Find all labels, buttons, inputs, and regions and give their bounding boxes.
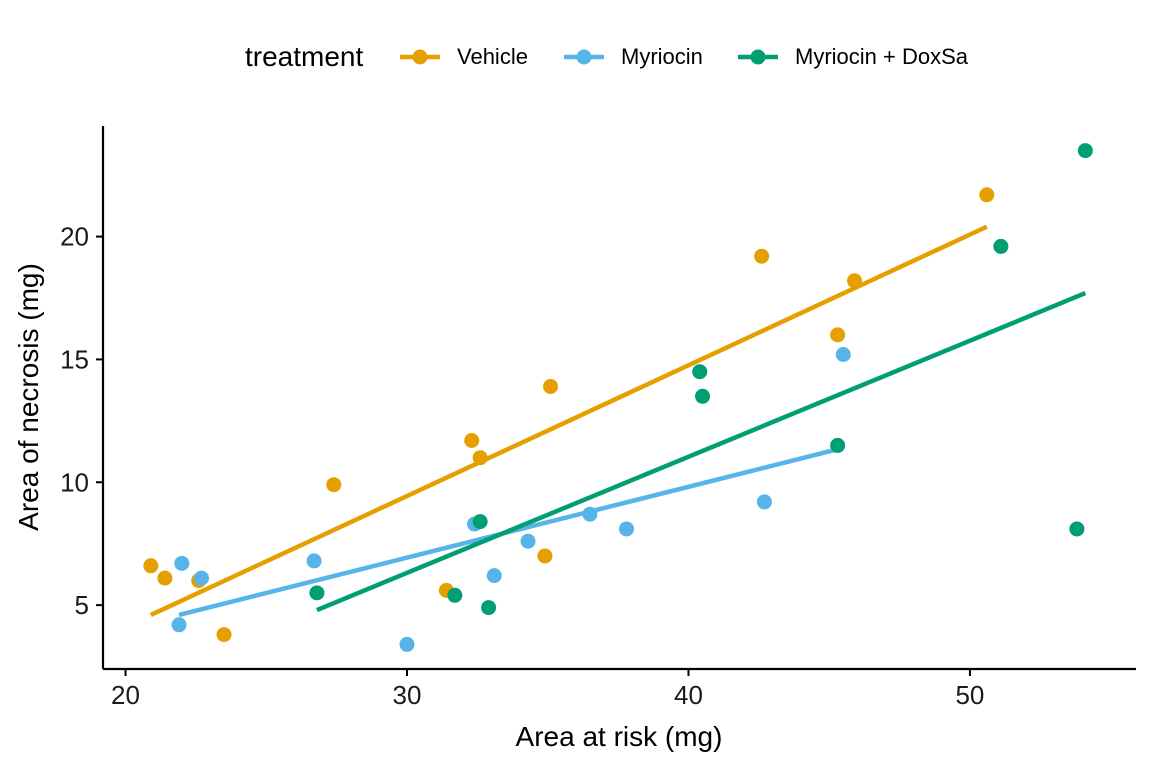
point-myriocin-doxsa [993,238,1009,254]
point-myriocin [399,636,415,652]
y-axis-title: Area of necrosis (mg) [13,263,44,531]
legend-key-point [412,49,428,65]
y-tick-label: 10 [60,467,89,497]
point-vehicle [847,273,863,289]
y-axis-ticks: 5 10 15 20 [60,222,103,620]
point-myriocin [582,506,598,522]
legend-key-point [750,49,766,65]
y-tick-label: 15 [60,344,89,374]
legend-label: Myriocin [621,44,703,69]
legend-label: Myriocin + DoxSa [795,44,969,69]
y-tick-label: 5 [75,590,89,620]
fit-line-vehicle [149,224,988,617]
point-myriocin-doxsa [830,437,846,453]
y-tick-label: 20 [60,222,89,252]
fit-line-myriocin-doxsa [316,290,1087,613]
point-myriocin-doxsa [472,514,488,530]
point-myriocin-doxsa [309,585,325,601]
point-myriocin [835,347,851,363]
legend-item-myriocin: Myriocin [564,44,703,69]
point-myriocin [619,521,635,537]
x-axis-ticks: 20 30 40 50 [111,669,984,710]
point-myriocin-doxsa [1069,521,1085,537]
point-myriocin-doxsa [447,587,463,603]
point-myriocin [756,494,772,510]
point-vehicle [326,477,342,493]
legend: treatment Vehicle Myriocin Myriocin + DoxS… [245,41,969,72]
point-vehicle [830,327,846,343]
point-vehicle [979,187,995,203]
point-vehicle [543,378,559,394]
point-myriocin-doxsa [695,388,711,404]
point-myriocin-doxsa [1077,143,1093,159]
point-vehicle [157,570,173,586]
point-vehicle [464,432,480,448]
point-myriocin-doxsa [481,600,497,616]
point-myriocin-doxsa [692,364,708,380]
point-myriocin [520,533,536,549]
legend-item-vehicle: Vehicle [400,44,528,69]
point-vehicle [216,627,232,643]
x-tick-label: 50 [955,680,984,710]
point-myriocin [174,555,190,571]
fit-lines [149,224,1087,618]
x-axis-title: Area at risk (mg) [516,721,723,752]
point-myriocin [171,617,187,633]
point-vehicle [754,248,770,264]
point-myriocin [486,568,502,584]
point-vehicle [472,450,488,466]
legend-item-myriocin-doxsa: Myriocin + DoxSa [738,44,969,69]
legend-key-point [576,49,592,65]
data-points [143,143,1093,652]
point-myriocin [194,570,210,586]
legend-title: treatment [245,41,363,72]
x-tick-label: 20 [111,680,140,710]
point-myriocin [306,553,322,569]
x-tick-label: 30 [393,680,422,710]
legend-label: Vehicle [457,44,528,69]
x-tick-label: 40 [674,680,703,710]
point-vehicle [537,548,553,564]
point-vehicle [143,558,159,574]
